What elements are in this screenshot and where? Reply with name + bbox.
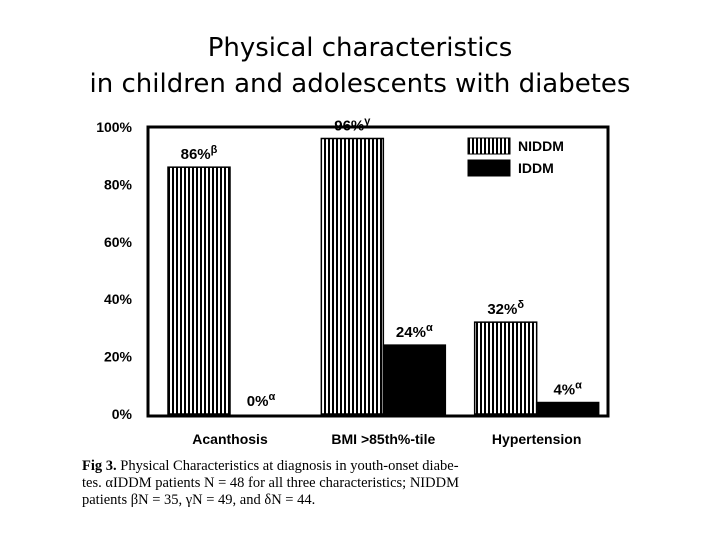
y-tick-label: 80% — [104, 176, 133, 192]
bars: 86%β 0%α 96%γ 24%α 32%δ 4%α — [167, 115, 600, 415]
bar-chart: 0% 20% 40% 60% 80% 100% 86%β 0%α 96%γ 24%α 32%δ 4%… — [96, 115, 610, 447]
y-tick-label: 40% — [104, 291, 133, 307]
legend-swatch-niddm — [467, 137, 511, 155]
slide-title: Physical characteristics in children and… — [0, 30, 720, 102]
y-tick-label: 100% — [96, 119, 132, 135]
x-category-label: BMI >85th%-tile — [331, 431, 435, 447]
caption-line-3: patients βN = 35, γN = 49, and δN = 44. — [82, 492, 316, 508]
y-tick-label: 20% — [104, 349, 133, 365]
bar-iddm-3 — [535, 401, 600, 415]
data-label: 4%α — [553, 380, 582, 399]
data-label: 0%α — [247, 391, 276, 410]
plot-frame — [146, 125, 610, 418]
legend-label-iddm: IDDM — [518, 160, 554, 176]
y-axis: 0% 20% 40% 60% 80% 100% — [96, 119, 132, 422]
x-category-label: Hypertension — [492, 431, 581, 447]
bar-iddm-2 — [382, 344, 447, 415]
y-tick-label: 60% — [104, 234, 133, 250]
bar-niddm-3 — [473, 321, 538, 415]
slide-title-line-2: in children and adolescents with diabete… — [89, 69, 631, 99]
legend-swatch-iddm — [467, 159, 511, 177]
data-label: 96%γ — [334, 115, 371, 134]
bar-niddm-1 — [167, 166, 231, 415]
caption-label: Fig 3. — [82, 458, 117, 474]
caption-text-1: Physical Characteristics at diagnosis in… — [120, 458, 459, 474]
data-label: 24%α — [396, 322, 433, 341]
x-axis: Acanthosis BMI >85th%-tile Hypertension — [192, 431, 581, 447]
slide-title-line-1: Physical characteristics — [207, 33, 513, 63]
figure-caption: Fig 3. Physical Characteristics at diagn… — [82, 458, 642, 509]
data-label: 86%β — [181, 144, 218, 163]
legend: NIDDM IDDM — [467, 137, 564, 177]
x-category-label: Acanthosis — [192, 431, 268, 447]
data-label: 32%δ — [487, 299, 524, 318]
caption-line-1: Fig 3. Physical Characteristics at diagn… — [82, 458, 642, 475]
bar-niddm-2 — [320, 137, 385, 415]
caption-line-2: tes. αIDDM patients N = 48 for all three… — [82, 475, 459, 491]
legend-label-niddm: NIDDM — [518, 138, 564, 154]
y-tick-label: 0% — [112, 406, 133, 422]
